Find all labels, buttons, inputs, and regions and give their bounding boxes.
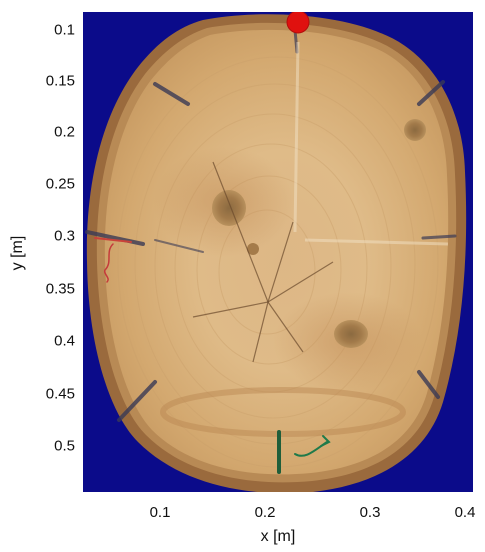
plot-area <box>83 12 473 492</box>
y-tick-label: 0.3 <box>54 227 75 245</box>
y-tick-label: 0.45 <box>45 385 75 403</box>
knot-4 <box>247 243 259 255</box>
y-tick-label: 0.5 <box>54 437 75 455</box>
bark-marks <box>85 28 457 474</box>
knot-3 <box>404 119 426 141</box>
tree-cross-section-image <box>83 12 473 492</box>
growth-rings <box>117 56 439 468</box>
red-dot-marker-icon <box>286 12 310 34</box>
y-tick-label: 0.25 <box>45 175 75 193</box>
y-tick-label: 0.2 <box>54 123 75 141</box>
x-tick-label: 0.1 <box>149 504 171 521</box>
cracks <box>192 161 334 363</box>
x-tick-label: 0.3 <box>359 504 381 521</box>
y-tick-label: 0.1 <box>54 21 75 39</box>
x-tick-label: 0.2 <box>254 504 276 521</box>
x-tick-label: 0.4 <box>454 504 476 521</box>
y-axis-label: y [m] <box>9 235 26 271</box>
dark-ring-lower <box>160 387 406 437</box>
y-tick-label: 0.15 <box>45 72 75 90</box>
knot-1 <box>212 190 246 226</box>
y-tick-label: 0.4 <box>54 332 75 350</box>
knot-2 <box>334 320 368 348</box>
x-axis-label: x [m] <box>260 528 296 545</box>
light-streaks <box>293 41 449 246</box>
y-tick-label: 0.35 <box>45 280 75 298</box>
